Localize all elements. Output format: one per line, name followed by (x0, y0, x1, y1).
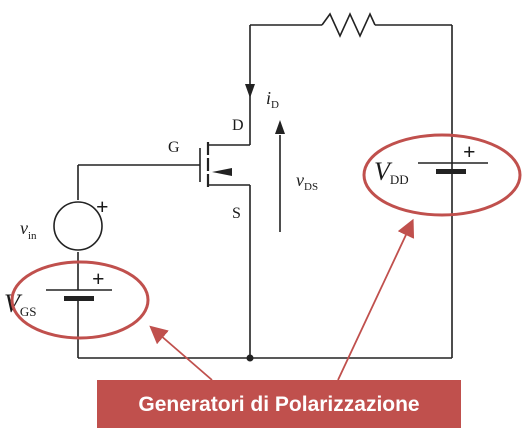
load-resistor (321, 12, 376, 38)
vds-arrow-head (275, 120, 285, 134)
vin-label: vin (20, 218, 37, 242)
callout-banner-text: Generatori di Polarizzazione (138, 393, 419, 416)
drain-current-arrow (245, 84, 255, 98)
vgs-highlight-ellipse (10, 260, 150, 340)
vdd-plate-short (436, 169, 466, 174)
vgs-plus-sign: + (92, 266, 105, 291)
ground-node-dot (246, 354, 254, 362)
vds-label: vDS (296, 170, 318, 193)
drain-current-label: iD (266, 88, 279, 111)
callout-arrow-to-vdd (337, 218, 415, 381)
callout-arrow-to-vgs (149, 325, 213, 381)
vin-source-circle (53, 201, 103, 251)
mosfet-body-arrow (212, 168, 232, 176)
source-terminal-label: S (232, 205, 241, 222)
vin-plus-sign: + (96, 194, 109, 219)
vdd-highlight-ellipse (362, 133, 522, 217)
vgs-plate-short (64, 296, 94, 301)
drain-terminal-label: D (232, 117, 244, 134)
gate-terminal-label: G (168, 139, 180, 156)
callout-banner (97, 380, 461, 428)
vdd-label: VDD (374, 157, 409, 187)
vdd-plus-sign: + (463, 139, 476, 164)
vgs-label: VGS (4, 289, 37, 319)
